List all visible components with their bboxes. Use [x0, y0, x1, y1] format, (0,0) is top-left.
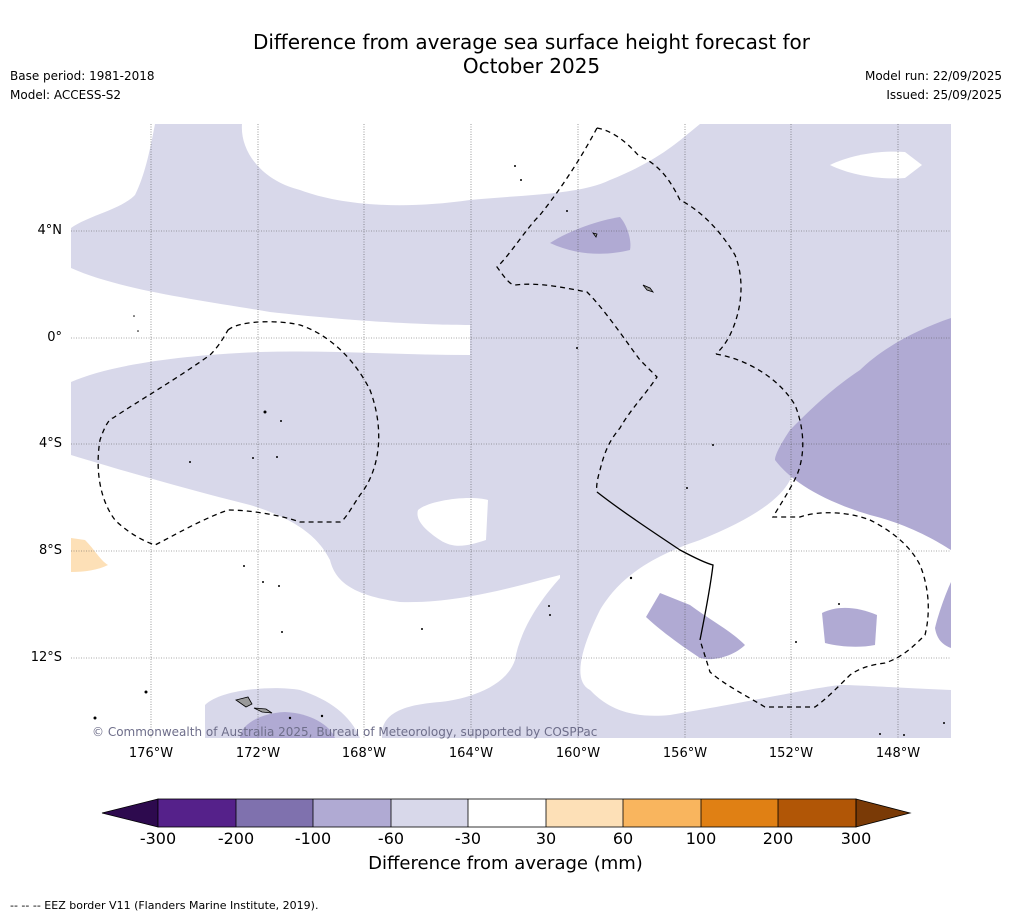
footer-eez-note: -- -- -- EEZ border V11 (Flanders Marine… — [10, 899, 319, 912]
lon-label-176w: 176°W — [128, 746, 174, 761]
lon-label-168w: 168°W — [341, 746, 387, 761]
colorbar-extend-high — [855, 798, 912, 828]
meta-right: Model run: 22/09/2025 Issued: 25/09/2025 — [865, 67, 1002, 105]
white-region-1 — [417, 498, 488, 546]
eez-border-line-islands — [596, 127, 742, 355]
chart-title: Difference from average sea surface heig… — [0, 30, 1011, 78]
colorbar-tick: -200 — [217, 829, 255, 848]
lat-label-4n: 4°N — [37, 223, 63, 238]
colorbar-tick: 60 — [612, 829, 634, 848]
colorbar-label: Difference from average (mm) — [368, 853, 643, 874]
island-upolu — [253, 707, 273, 714]
island-kiritimati — [642, 284, 655, 293]
lon-label-160w: 160°W — [555, 746, 601, 761]
colorbar-segment-1 — [158, 799, 236, 827]
lat-label-8s: 8°S — [38, 543, 62, 558]
eez-borders — [97, 127, 929, 708]
model-run: Model run: 22/09/2025 — [864, 69, 1002, 83]
meta-left: Base period: 1981-2018 Model: ACCESS-S2 — [10, 67, 155, 105]
eez-border-phoenix — [496, 127, 658, 493]
island-savaii — [235, 696, 253, 708]
lon-label-164w: 164°W — [448, 746, 494, 761]
islands — [235, 232, 655, 714]
colorbar-tick: 30 — [535, 829, 557, 848]
colorbar-segment-9 — [778, 799, 856, 827]
white-region-2 — [720, 543, 776, 576]
colorbar-segment-7 — [623, 799, 701, 827]
lon-label-156w: 156°W — [662, 746, 708, 761]
island-small-1 — [592, 232, 598, 238]
shaded-region-medium-4 — [822, 607, 877, 647]
atolls — [93, 165, 945, 736]
lat-label-12s: 12°S — [30, 650, 62, 665]
graticule — [71, 124, 951, 738]
colorbar-segment-2 — [236, 799, 313, 827]
lat-label-0: 0° — [47, 330, 62, 345]
colorbar-segment-6 — [546, 799, 623, 827]
colorbar-segment-5 — [468, 799, 546, 827]
colorbar-tick: 200 — [762, 829, 794, 848]
base-period: Base period: 1981-2018 — [10, 69, 155, 83]
model-name: Model: ACCESS-S2 — [10, 88, 122, 102]
colorbar-tick: 300 — [840, 829, 872, 848]
shaded-region-orange — [71, 538, 108, 572]
title-line-2: October 2025 — [462, 54, 601, 78]
map-area — [71, 124, 951, 738]
copyright-notice: © Commonwealth of Australia 2025, Bureau… — [92, 725, 598, 739]
white-region-3 — [830, 151, 922, 179]
issued-date: Issued: 25/09/2025 — [886, 88, 1002, 102]
eez-border-solid — [596, 491, 714, 641]
colorbar-extend-low — [101, 798, 159, 828]
colorbar-segment-8 — [701, 799, 778, 827]
shaded-region-medium-3 — [646, 593, 745, 660]
colorbar-tick: -100 — [294, 829, 332, 848]
colorbar — [101, 798, 912, 828]
lon-label-172w: 172°W — [235, 746, 281, 761]
colorbar-segment-3 — [313, 799, 391, 827]
shaded-region-medium-5 — [935, 582, 951, 648]
shaded-region-medium-6 — [240, 712, 335, 738]
colorbar-tick: -60 — [377, 829, 405, 848]
shaded-region-medium-1 — [775, 318, 951, 550]
colorbar-tick: -300 — [139, 829, 177, 848]
colorbar-tick: -30 — [454, 829, 482, 848]
lon-label-152w: 152°W — [768, 746, 814, 761]
colorbar-segment-4 — [391, 799, 468, 827]
lat-label-4s: 4°S — [38, 436, 62, 451]
white-region-4 — [71, 633, 95, 695]
colorbar-tick: 100 — [685, 829, 717, 848]
lon-label-148w: 148°W — [875, 746, 921, 761]
title-line-1: Difference from average sea surface heig… — [252, 30, 811, 54]
eez-border-samoa — [97, 321, 380, 546]
shaded-region-medium-2 — [550, 217, 631, 254]
shaded-region-light-1 — [71, 124, 951, 738]
